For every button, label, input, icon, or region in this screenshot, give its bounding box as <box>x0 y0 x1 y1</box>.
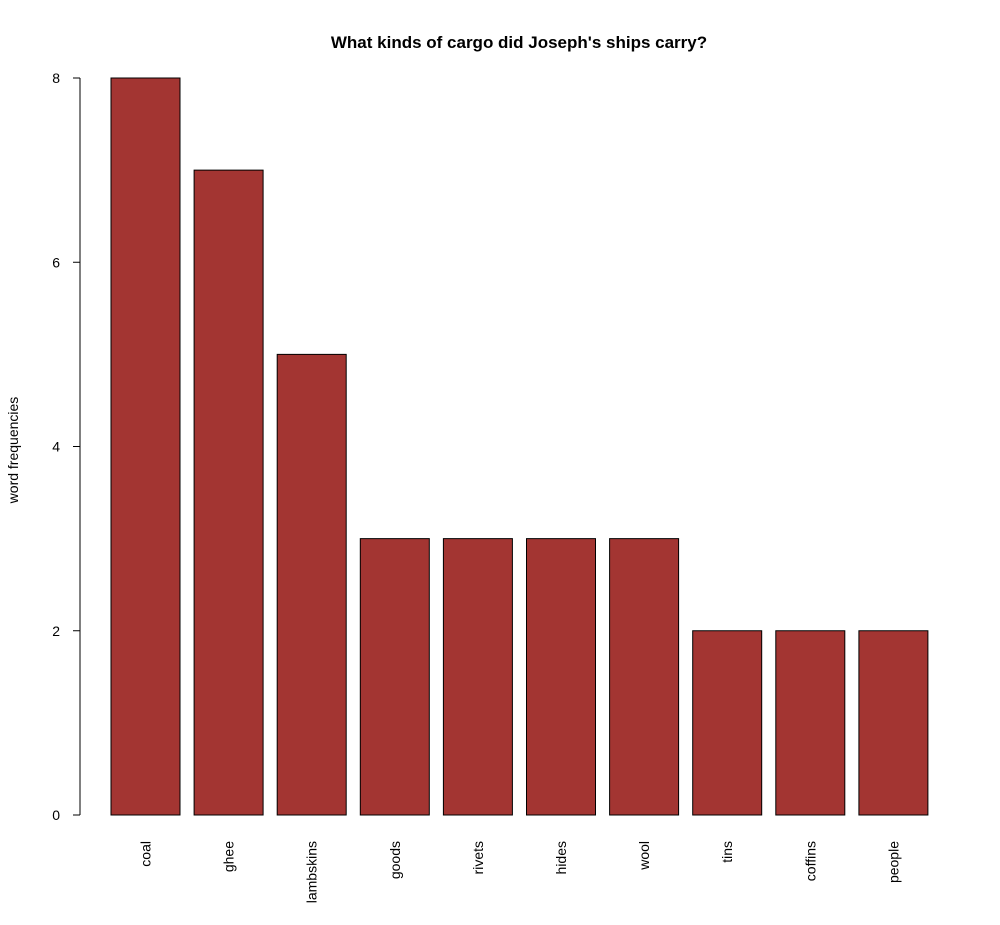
x-category-label: lambskins <box>304 841 320 903</box>
bar-tins <box>692 630 763 816</box>
bar-people <box>858 630 929 816</box>
y-axis-label: word frequencies <box>5 397 21 505</box>
x-category-label: coal <box>138 841 154 867</box>
x-axis-labels: coal ghee lambskins goods rivets hides wool tin… <box>138 841 902 903</box>
x-category-label: ghee <box>221 841 237 872</box>
bar-ghee <box>193 169 264 816</box>
bars-group <box>110 77 929 816</box>
x-category-label: tins <box>719 841 735 863</box>
bar-rivets <box>442 538 513 816</box>
x-category-label: coffins <box>802 841 818 881</box>
bar-goods <box>359 538 430 816</box>
y-axis: 0 2 4 6 8 <box>52 70 81 823</box>
y-tick-label: 8 <box>52 70 60 86</box>
x-category-label: people <box>885 841 901 883</box>
y-tick-label: 2 <box>52 623 60 639</box>
y-tick-label: 6 <box>52 254 60 270</box>
chart-title: What kinds of cargo did Joseph's ships c… <box>331 33 707 52</box>
bar-lambskins <box>276 353 347 816</box>
x-category-label: hides <box>553 841 569 874</box>
y-tick-label: 4 <box>52 439 60 455</box>
y-tick-label: 0 <box>52 807 60 823</box>
x-category-label: goods <box>387 841 403 879</box>
bar-wool <box>609 538 680 816</box>
bar-coffins <box>775 630 846 816</box>
x-category-label: wool <box>636 841 652 871</box>
bar-coal <box>110 77 181 816</box>
x-category-label: rivets <box>470 841 486 874</box>
bar-hides <box>526 538 596 816</box>
